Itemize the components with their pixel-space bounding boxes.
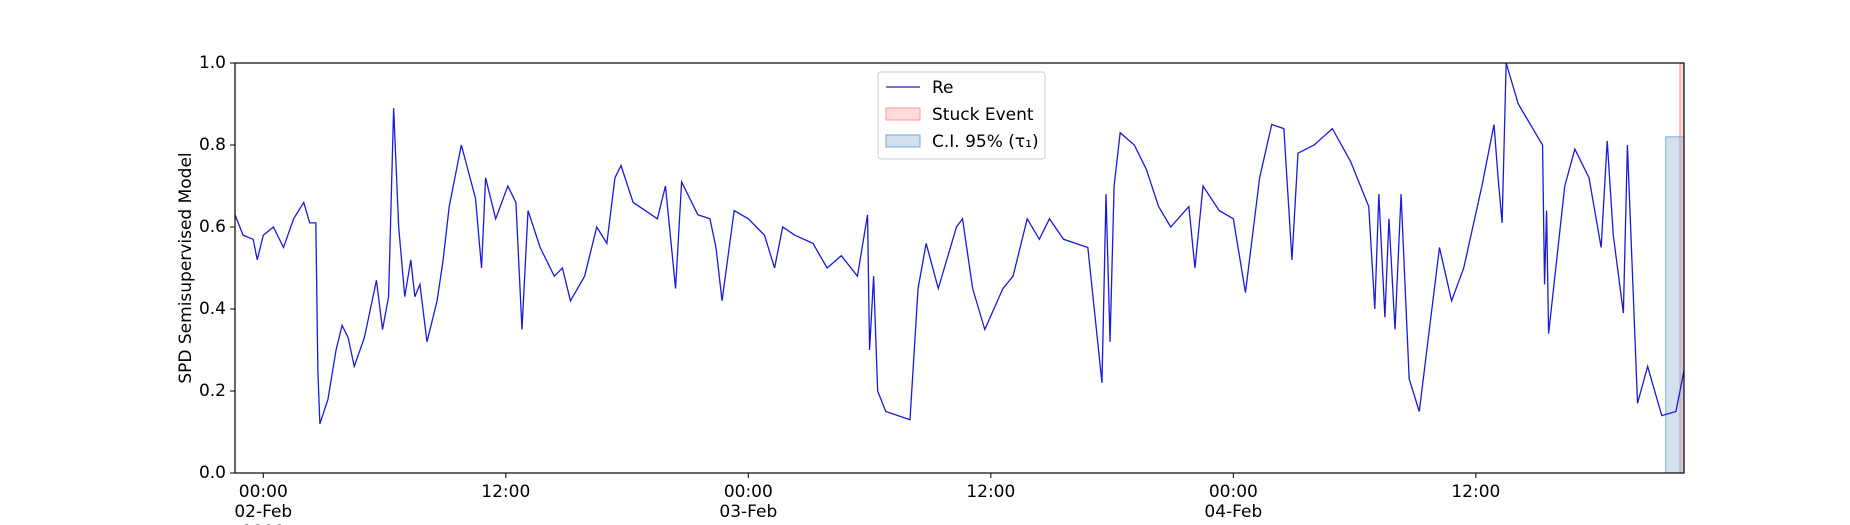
legend-label: Stuck Event bbox=[932, 105, 1034, 125]
span bbox=[1665, 136, 1685, 474]
y-tick-label: 0.8 bbox=[199, 135, 226, 155]
legend-swatch bbox=[885, 107, 921, 121]
y-tick-label: 0.0 bbox=[199, 463, 226, 483]
plot-frame bbox=[234, 62, 1685, 474]
x-tick-label: 00:00 03-Feb bbox=[719, 482, 778, 522]
y-tick-label: 0.4 bbox=[199, 299, 226, 319]
y-tick-label: 0.6 bbox=[199, 217, 226, 237]
y-tick-label: 0.2 bbox=[199, 381, 226, 401]
line bbox=[234, 62, 1685, 425]
x-tick-label: 00:00 02-Feb 1900 bbox=[234, 482, 293, 525]
legend-label: C.I. 95% (τ₁) bbox=[932, 132, 1039, 152]
y-axis-label: SPD Semisupervised Model bbox=[176, 152, 196, 383]
y-tick-label: 1.0 bbox=[199, 53, 226, 73]
x-tick-label: 00:00 04-Feb bbox=[1204, 482, 1263, 522]
legend: Re Stuck Event C.I. 95% (τ₁) bbox=[877, 71, 1046, 160]
x-tick-label: 12:00 bbox=[966, 482, 1016, 502]
x-tick-label: 12:00 bbox=[481, 482, 531, 502]
legend-label: Re bbox=[932, 78, 954, 98]
legend-swatch bbox=[885, 134, 921, 148]
x-tick-label: 12:00 bbox=[1451, 482, 1501, 502]
